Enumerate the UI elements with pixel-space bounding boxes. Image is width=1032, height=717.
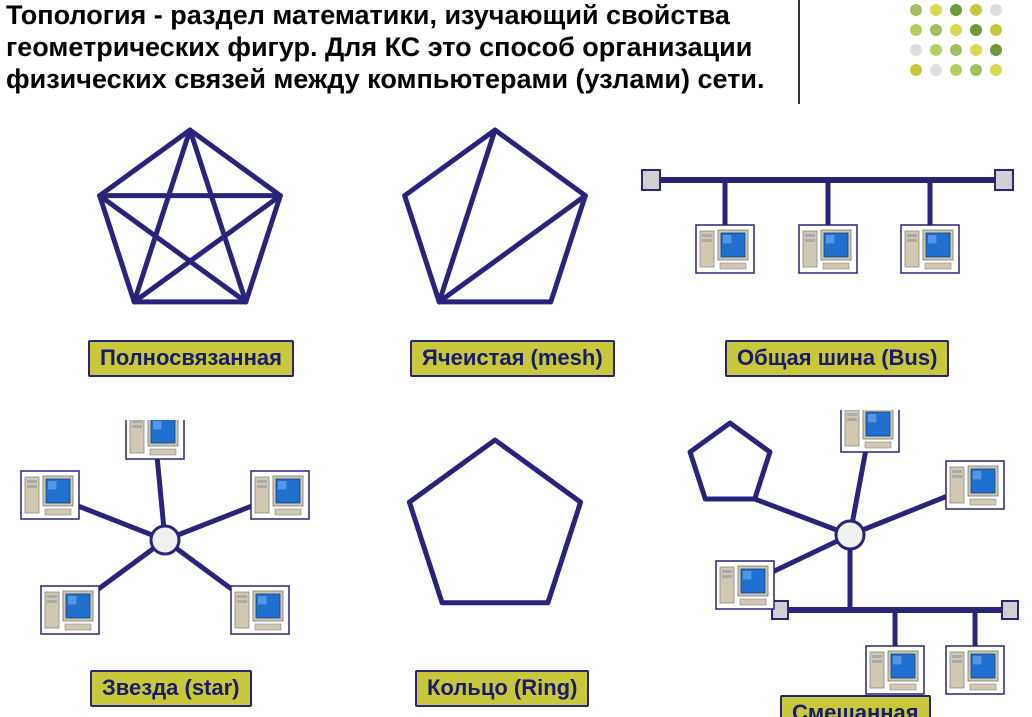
topology-star: Звезда (star) xyxy=(10,420,330,717)
label-mesh: Ячеистая (mesh) xyxy=(410,340,615,377)
diagram-area: Полносвязанная Ячеистая (mesh) Общая шин… xyxy=(0,120,1032,710)
topology-mixed: Смешанная xyxy=(670,410,1030,717)
topology-mesh: Ячеистая (mesh) xyxy=(360,120,660,380)
label-star: Звезда (star) xyxy=(90,670,252,707)
label-full: Полносвязанная xyxy=(88,340,294,377)
label-ring: Кольцо (Ring) xyxy=(415,670,589,707)
topology-full: Полносвязанная xyxy=(40,120,340,380)
label-bus: Общая шина (Bus) xyxy=(725,340,949,377)
label-mixed: Смешанная xyxy=(780,695,931,717)
topology-ring: Кольцо (Ring) xyxy=(360,420,660,717)
header-text: Топология - раздел математики, изучающий… xyxy=(6,0,800,104)
corner-dot-decoration xyxy=(904,0,1024,90)
topology-bus: Общая шина (Bus) xyxy=(640,120,1020,380)
